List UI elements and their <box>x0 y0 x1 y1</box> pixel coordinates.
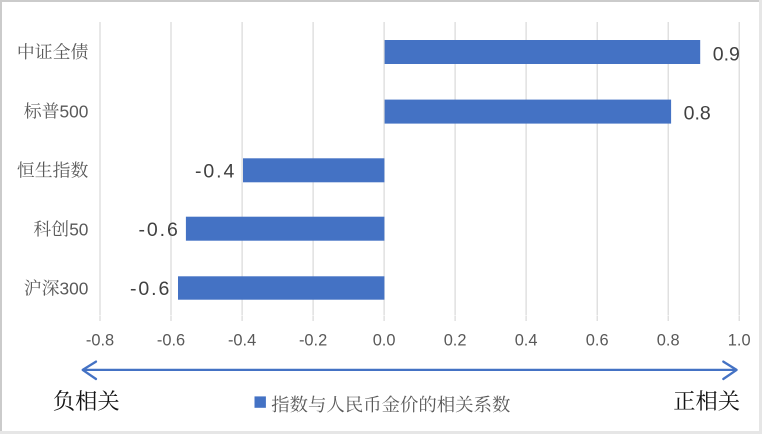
svg-text:-0.4: -0.4 <box>228 332 256 350</box>
svg-text:0.8: 0.8 <box>684 103 711 125</box>
svg-text:1.0: 1.0 <box>728 332 751 350</box>
svg-text:0.2: 0.2 <box>444 332 467 350</box>
svg-text:0.4: 0.4 <box>515 332 538 350</box>
svg-text:0.9: 0.9 <box>713 43 740 65</box>
svg-text:500: 500 <box>60 101 89 121</box>
svg-text:-0.6: -0.6 <box>130 278 171 300</box>
svg-text:-0.8: -0.8 <box>86 332 114 350</box>
svg-text:-0.4: -0.4 <box>195 160 236 182</box>
svg-text:-0.6: -0.6 <box>157 332 185 350</box>
svg-text:0.0: 0.0 <box>373 332 396 350</box>
svg-text:-0.2: -0.2 <box>299 332 327 350</box>
svg-text:-0.6: -0.6 <box>139 219 180 241</box>
svg-text:50: 50 <box>69 219 88 239</box>
svg-text:0.6: 0.6 <box>586 332 609 350</box>
svg-text:300: 300 <box>60 278 89 298</box>
svg-text:0.8: 0.8 <box>657 332 680 350</box>
